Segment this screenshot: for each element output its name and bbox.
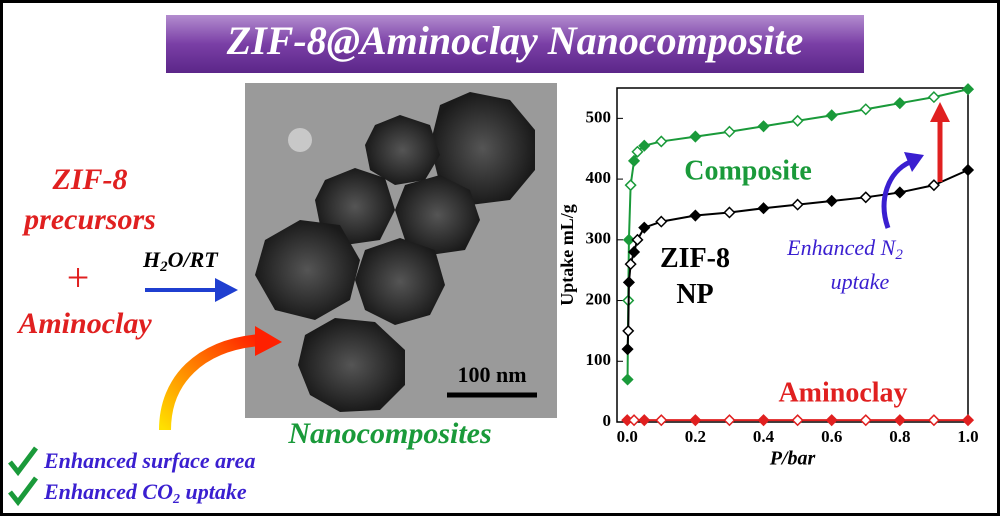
chart: 0 100 200 300 400 500 0.0 0.2 0.4 0.6 0.8 1.0 P/bar U… xyxy=(557,83,979,470)
point xyxy=(638,414,651,427)
curved-arrow xyxy=(159,334,261,431)
scale-bar-label: 100 nm xyxy=(457,362,526,387)
plot-frame xyxy=(616,87,969,423)
plus: + xyxy=(67,255,90,300)
point xyxy=(638,221,651,234)
point xyxy=(791,114,804,127)
point xyxy=(825,194,838,208)
series-label: Aminoclay xyxy=(778,377,907,408)
point xyxy=(723,125,736,138)
point xyxy=(893,186,906,199)
point xyxy=(655,135,668,148)
tem-image xyxy=(245,83,557,418)
point xyxy=(689,130,702,143)
arrow xyxy=(145,278,238,302)
point xyxy=(631,145,644,158)
point xyxy=(825,109,838,122)
y-tick-label: 100 xyxy=(586,350,612,369)
title-box xyxy=(164,13,866,75)
title: ZIF-8@Aminoclay Nanocomposite xyxy=(226,18,804,63)
x-tick-label: 0.0 xyxy=(617,427,638,446)
y-tick-label: 0 xyxy=(603,411,612,430)
x-tick-label: 0.2 xyxy=(685,427,706,446)
point xyxy=(723,206,736,219)
point xyxy=(723,414,736,427)
point xyxy=(631,233,644,246)
point xyxy=(622,324,635,337)
benefit: Enhanced CO2 uptake xyxy=(43,479,247,507)
point xyxy=(627,245,641,259)
point xyxy=(927,91,940,104)
point xyxy=(961,83,975,96)
arrow-head xyxy=(255,326,282,356)
point xyxy=(622,276,635,289)
point xyxy=(825,414,838,427)
point xyxy=(927,414,940,427)
x-tick-label: 0.6 xyxy=(821,427,842,446)
left-text: precursors xyxy=(21,203,156,236)
y-tick-label: 500 xyxy=(586,107,612,126)
benefit: Enhanced surface area xyxy=(43,448,255,473)
left-text: ZIF-8 xyxy=(52,163,128,196)
point xyxy=(624,258,637,271)
y-axis-label: Uptake mL/g xyxy=(557,204,577,306)
y-tick-label: 400 xyxy=(586,168,612,187)
point xyxy=(757,414,770,427)
point xyxy=(627,154,641,167)
point xyxy=(791,198,804,211)
point xyxy=(961,163,975,177)
condition: H2O/RT xyxy=(142,247,219,275)
arrow xyxy=(881,159,912,229)
annotation-part: Enhanced N xyxy=(786,235,896,260)
y-tick-label: 300 xyxy=(586,229,612,248)
point xyxy=(624,179,637,192)
x-tick-label: 0.8 xyxy=(889,427,910,446)
point xyxy=(961,414,975,427)
x-axis-label: P/bar xyxy=(769,448,816,470)
point xyxy=(927,179,940,192)
point xyxy=(627,414,641,427)
point xyxy=(655,215,668,228)
series-label: Composite xyxy=(684,155,812,186)
point xyxy=(655,414,668,427)
point xyxy=(859,103,872,116)
arrow-head xyxy=(904,152,924,172)
canvas: ZIF-8@Aminoclay Nanocomposite ZIF-8 prec… xyxy=(8,13,979,507)
point xyxy=(859,191,872,204)
point xyxy=(622,233,635,246)
x-tick-label: 0.4 xyxy=(753,427,775,446)
annotation-part: 2 xyxy=(895,247,903,263)
point xyxy=(893,414,906,427)
arrow-head xyxy=(930,102,950,122)
series-label: ZIF-8 NP xyxy=(660,243,730,310)
left-text: Aminoclay xyxy=(16,307,152,340)
point xyxy=(689,209,702,222)
point xyxy=(638,139,651,152)
point xyxy=(791,414,804,427)
y-tick-label: 200 xyxy=(586,289,612,308)
annotation: Enhanced N2 xyxy=(786,235,903,263)
caption: Nanocomposites xyxy=(287,417,491,450)
point xyxy=(893,97,906,110)
checks xyxy=(8,446,38,507)
point xyxy=(621,343,634,356)
point xyxy=(757,202,770,215)
point xyxy=(689,414,702,427)
point xyxy=(621,373,634,386)
point xyxy=(859,414,872,427)
x-tick-label: 1.0 xyxy=(957,427,978,446)
point xyxy=(757,120,770,133)
annotation: uptake xyxy=(831,269,890,294)
